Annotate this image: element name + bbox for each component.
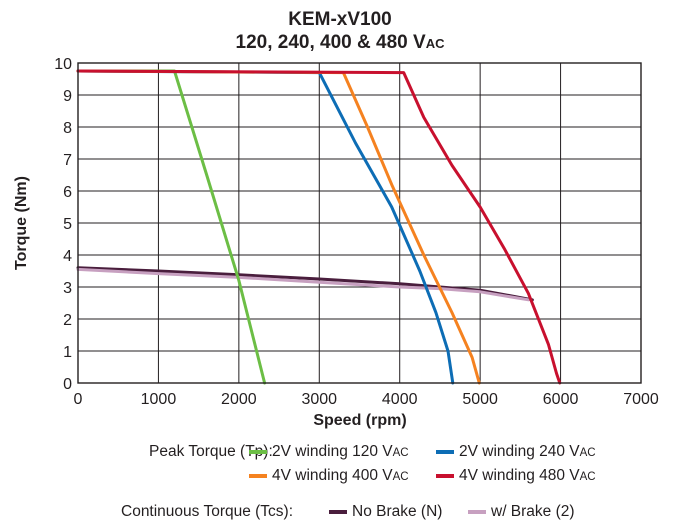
y-tick-label: 6 [63,184,72,201]
legend-item-with-brake: w/ Brake (2) [468,503,575,521]
legend-item-2v-120: 2V winding 120 VAC [249,443,409,461]
legend-item-4v-480: 4V winding 480 VAC [436,467,596,485]
legend-swatch [249,450,267,454]
legend-text: 4V winding 480 VAC [459,467,596,484]
x-axis-title: Speed (rpm) [313,412,406,429]
y-tick-label: 2 [63,312,72,329]
legend-swatch [468,510,486,514]
y-tick-label: 0 [63,376,72,393]
y-tick-label: 7 [63,152,72,169]
legend-text: No Brake (N) [352,503,443,520]
legend-text: 2V winding 240 VAC [459,443,596,460]
series-line-4 [76,266,534,302]
legend-item-2v-240: 2V winding 240 VAC [436,443,596,461]
series-line-1 [76,69,455,385]
plot-frame [77,62,642,384]
series-line-5 [76,267,530,302]
series-line-0 [76,69,267,385]
x-tick-label: 4000 [382,391,418,408]
legend-swatch [329,510,347,514]
y-tick-label: 10 [54,56,72,73]
legend-text: 4V winding 400 VAC [272,467,409,484]
legend-text: 2V winding 120 VAC [272,443,409,460]
x-tick-label: 1000 [141,391,177,408]
legend-item-4v-400: 4V winding 400 VAC [249,467,409,485]
y-axis-ticks: 0 1 2 3 4 5 6 7 8 9 10 [54,56,72,393]
legend-continuous-label: Continuous Torque (Tcs): [121,503,294,520]
series-line-2 [76,69,481,385]
x-tick-label: 5000 [462,391,498,408]
legend-text: w/ Brake (2) [491,503,575,520]
series-line-3 [76,69,562,385]
y-tick-label: 9 [63,88,72,105]
legend-item-no-brake: No Brake (N) [329,503,442,521]
x-axis-ticks: 0 1000 2000 3000 4000 5000 6000 7000 [74,391,659,408]
legend-peak-label: Peak Torque (Tp): [149,443,273,460]
y-tick-label: 1 [63,344,72,361]
chart-subtitle: 120, 240, 400 & 480 VAC [236,32,446,53]
y-tick-label: 3 [63,280,72,297]
y-tick-label: 5 [63,216,72,233]
x-tick-label: 2000 [221,391,257,408]
legend-swatch [436,450,454,454]
x-tick-label: 6000 [543,391,579,408]
y-tick-label: 4 [63,248,72,265]
x-tick-label: 7000 [623,391,659,408]
legend-swatch [249,474,267,478]
y-tick-label: 8 [63,120,72,137]
x-tick-label: 0 [74,391,83,408]
chart-title: KEM-xV100 [288,9,392,30]
x-tick-label: 3000 [301,391,337,408]
series-lines [76,69,562,385]
legend-swatch [436,474,454,478]
y-axis-title: Torque (Nm) [13,176,30,270]
